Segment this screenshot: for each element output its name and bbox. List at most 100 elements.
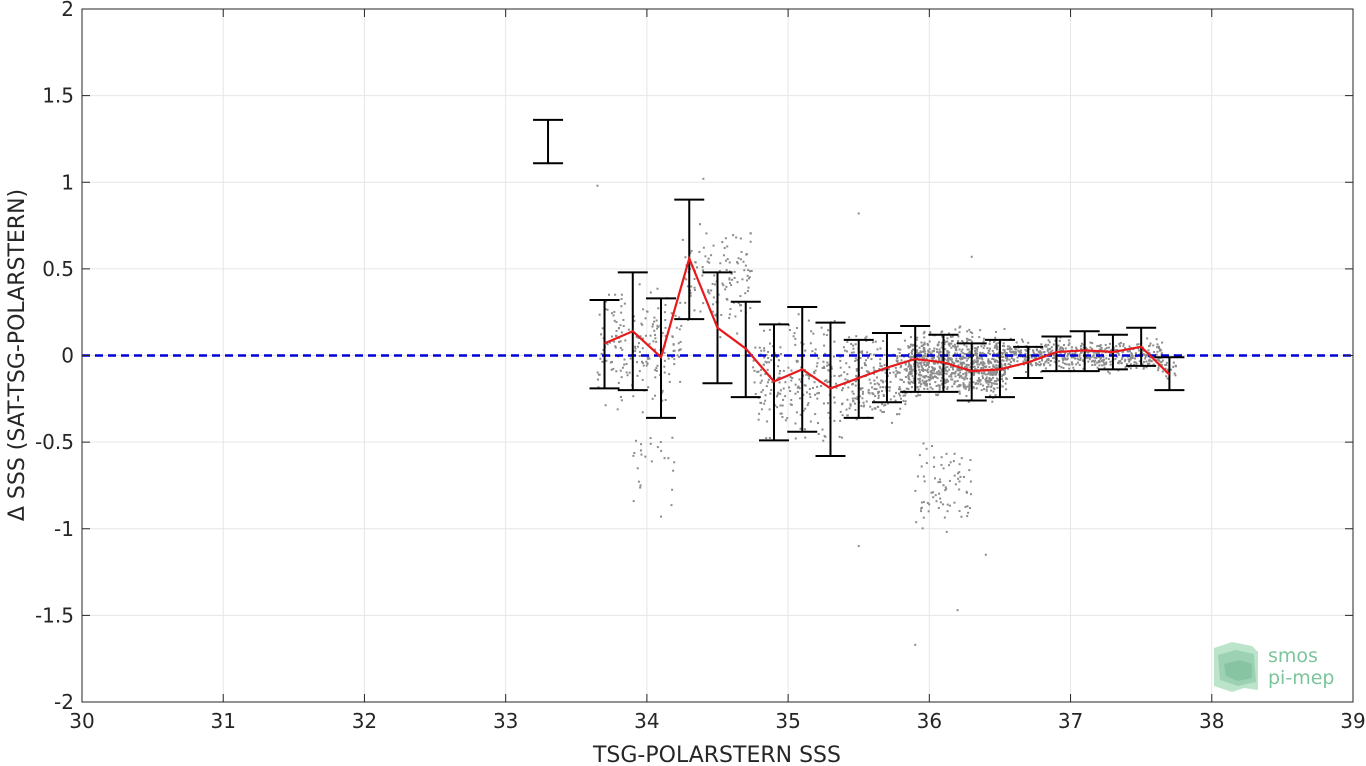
scatter-point — [924, 384, 927, 387]
x-tick-label: 35 — [775, 709, 800, 733]
scatter-point — [894, 366, 897, 369]
scatter-point — [1165, 375, 1168, 378]
scatter-point — [1048, 348, 1051, 351]
scatter-point — [927, 344, 930, 347]
scatter-point — [894, 399, 897, 402]
scatter-point — [1158, 349, 1161, 352]
scatter-point — [1097, 352, 1100, 355]
scatter-point — [800, 366, 803, 369]
scatter-point — [904, 375, 907, 378]
scatter-point — [634, 350, 637, 353]
scatter-point — [948, 375, 951, 378]
scatter-point — [917, 373, 920, 376]
scatter-point — [874, 407, 877, 410]
scatter-point — [940, 358, 943, 361]
scatter-point — [1002, 348, 1005, 351]
scatter-point — [667, 357, 670, 360]
scatter-point — [817, 391, 820, 394]
scatter-point — [826, 381, 829, 384]
scatter-point — [872, 366, 875, 369]
scatter-point — [1002, 359, 1005, 362]
scatter-point — [966, 505, 969, 508]
scatter-point — [962, 373, 965, 376]
scatter-point — [725, 268, 728, 271]
scatter-point — [1104, 348, 1107, 351]
scatter-point — [805, 391, 808, 394]
scatter-point — [940, 379, 943, 382]
scatter-point — [747, 286, 750, 289]
scatter-point — [975, 347, 978, 350]
scatter-point — [980, 367, 983, 370]
scatter-point — [963, 343, 966, 346]
scatter-point — [946, 340, 949, 343]
scatter-point — [1078, 355, 1081, 358]
scatter-point — [657, 325, 660, 328]
scatter-point — [846, 398, 849, 401]
scatter-point — [996, 359, 999, 362]
scatter-point — [1063, 357, 1066, 360]
scatter-point — [670, 504, 673, 507]
scatter-point — [922, 516, 925, 519]
scatter-point — [928, 383, 931, 386]
scatter-point — [672, 469, 675, 472]
scatter-point — [798, 378, 801, 381]
scatter-point — [1096, 352, 1099, 355]
scatter-point — [926, 501, 929, 504]
scatter-point — [610, 368, 613, 371]
scatter-point — [734, 315, 737, 318]
scatter-point — [898, 351, 901, 354]
scatter-point — [989, 361, 992, 364]
scatter-point — [971, 332, 974, 335]
scatter-point — [1067, 344, 1070, 347]
scatter-point — [779, 346, 782, 349]
scatter-point — [877, 391, 880, 394]
scatter-point — [976, 352, 979, 355]
scatter-point — [918, 454, 921, 457]
scatter-point — [928, 365, 931, 368]
scatter-point — [976, 363, 979, 366]
scatter-point — [969, 355, 972, 358]
scatter-point — [1082, 367, 1085, 370]
scatter-point — [987, 358, 990, 361]
scatter-point — [797, 385, 800, 388]
scatter-point — [929, 332, 932, 335]
scatter-point — [754, 392, 757, 395]
scatter-point — [1023, 358, 1026, 361]
scatter-point — [830, 367, 833, 370]
scatter-point — [1005, 357, 1008, 360]
scatter-point — [958, 367, 961, 370]
scatter-point — [763, 356, 766, 359]
scatter-point — [949, 365, 952, 368]
scatter-point — [1052, 353, 1055, 356]
scatter-point — [981, 358, 984, 361]
scatter-point — [931, 369, 934, 372]
scatter-point — [936, 362, 939, 365]
scatter-point — [1145, 366, 1148, 369]
scatter-point — [889, 398, 892, 401]
scatter-point — [610, 312, 613, 315]
scatter-point — [1040, 370, 1043, 373]
scatter-point — [990, 382, 993, 385]
scatter-point — [896, 355, 899, 358]
scatter-point — [956, 360, 959, 363]
scatter-point — [859, 356, 862, 359]
scatter-point — [938, 365, 941, 368]
scatter-point — [673, 363, 676, 366]
scatter-point — [859, 351, 862, 354]
scatter-point — [838, 375, 841, 378]
scatter-point — [732, 234, 735, 237]
scatter-point — [960, 365, 963, 368]
scatter-point — [1174, 364, 1177, 367]
scatter-point — [822, 360, 825, 363]
scatter-point — [923, 330, 926, 333]
scatter-point — [702, 246, 705, 249]
scatter-point — [919, 361, 922, 364]
scatter-point — [994, 371, 997, 374]
scatter-point — [617, 381, 620, 384]
scatter-point — [945, 530, 948, 533]
scatter-point — [778, 372, 781, 375]
scatter-point — [967, 511, 970, 514]
x-tick-label: 38 — [1199, 709, 1224, 733]
scatter-point — [968, 387, 971, 390]
scatter-point — [938, 478, 941, 481]
